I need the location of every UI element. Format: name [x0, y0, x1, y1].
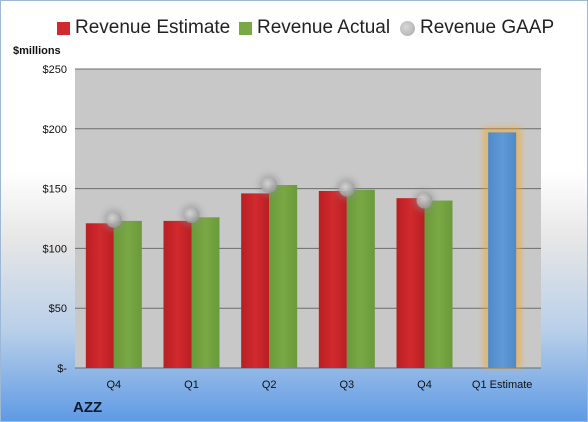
x-tick-label: Q4 [106, 379, 121, 391]
y-tick-label: $250 [43, 64, 67, 76]
y-axis-unit-label: $millions [13, 45, 61, 57]
x-tick-label: Q2 [262, 379, 277, 391]
gaap-point [183, 206, 200, 223]
bar-actual [346, 189, 375, 368]
y-tick-label: $- [57, 363, 67, 375]
legend-label-estimate: Revenue Estimate [75, 17, 231, 38]
bar-estimate [318, 190, 347, 368]
x-tick-label: Q1 Estimate [472, 379, 533, 391]
y-tick-label: $50 [49, 303, 67, 315]
legend-swatch-actual [239, 21, 252, 35]
legend-item-estimate: Revenue Estimate [57, 15, 230, 41]
x-tick-label: Q4 [417, 379, 432, 391]
legend-item-gaap: Revenue GAAP [400, 15, 554, 41]
legend: Revenue Estimate Revenue Actual Revenue … [1, 15, 587, 41]
y-tick-label: $200 [43, 124, 67, 136]
bar-estimate [85, 223, 114, 368]
bar-actual [191, 217, 220, 368]
x-tick-label: Q1 [184, 379, 199, 391]
bar-estimate [163, 220, 192, 368]
gaap-point [105, 211, 122, 228]
bar-estimate [396, 198, 425, 368]
legend-label-actual: Revenue Actual [257, 17, 391, 38]
plot-area [75, 69, 541, 368]
gaap-point [261, 177, 278, 194]
legend-item-actual: Revenue Actual [239, 15, 390, 41]
y-tick-label: $150 [43, 184, 67, 196]
x-tick-label: Q3 [339, 379, 354, 391]
legend-marker-gaap [400, 20, 415, 36]
legend-swatch-estimate [57, 21, 70, 35]
bar-actual [424, 200, 453, 368]
gaap-point [416, 192, 433, 209]
bar-actual [269, 185, 298, 368]
legend-label-gaap: Revenue GAAP [420, 17, 555, 38]
bar-estimate [241, 193, 270, 368]
ticker-label: AZZ [73, 399, 103, 416]
y-tick-label: $100 [43, 243, 67, 255]
bar-actual [113, 220, 142, 368]
bar-forecast [488, 132, 517, 368]
gaap-point [338, 180, 355, 197]
